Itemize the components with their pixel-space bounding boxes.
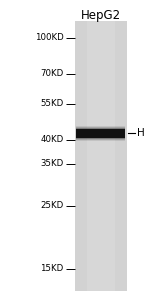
Bar <box>76 127 125 140</box>
Text: 25KD: 25KD <box>40 201 63 210</box>
Text: HepG2: HepG2 <box>81 9 121 22</box>
Text: 40KD: 40KD <box>40 135 63 144</box>
Text: 55KD: 55KD <box>40 99 63 108</box>
Text: 100KD: 100KD <box>35 33 63 42</box>
Bar <box>76 129 125 138</box>
Text: 15KD: 15KD <box>40 264 63 273</box>
Text: 35KD: 35KD <box>40 159 63 168</box>
Text: 70KD: 70KD <box>40 69 63 78</box>
Bar <box>76 126 125 141</box>
Bar <box>75 21 127 291</box>
Bar <box>87 21 115 291</box>
Bar <box>76 128 125 139</box>
Text: HSD11B2: HSD11B2 <box>137 128 144 139</box>
